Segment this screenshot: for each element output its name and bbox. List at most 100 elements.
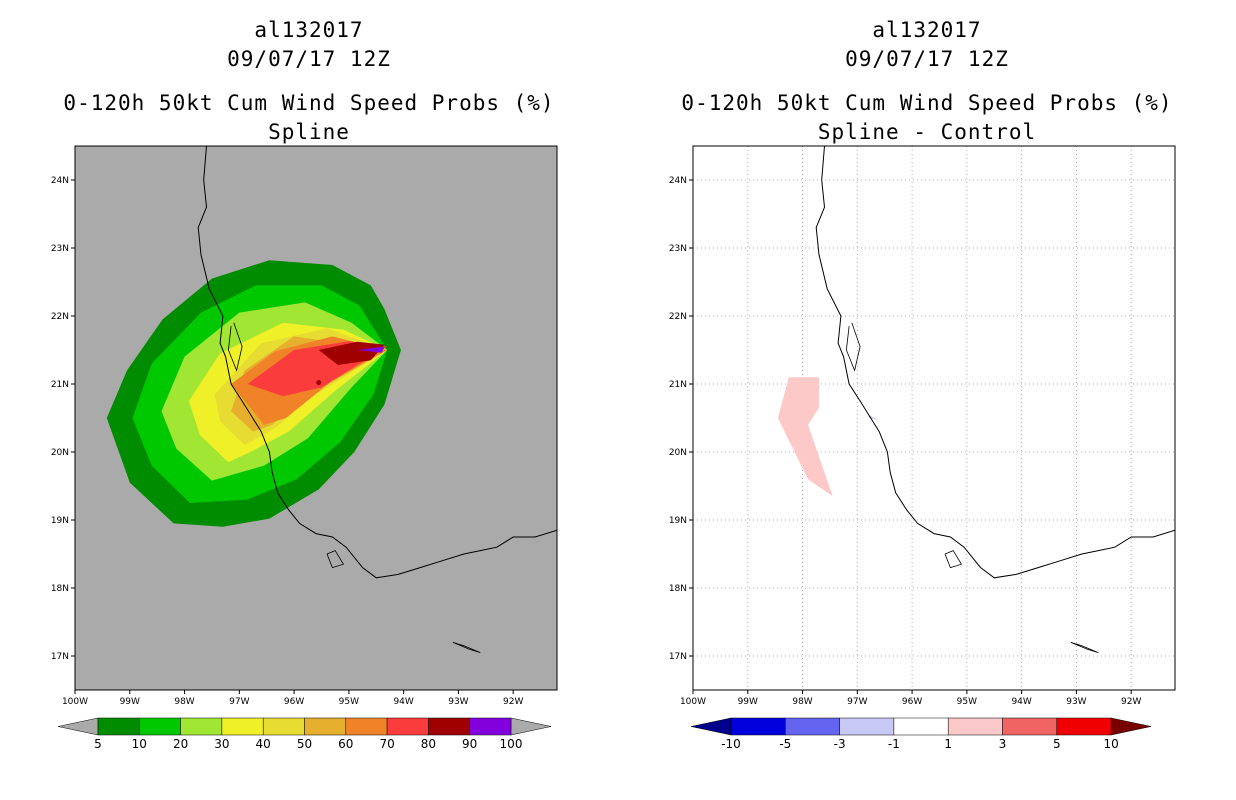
colorbar-right-arrow [1110,717,1152,736]
colorbar-swatch [345,717,388,736]
colorbar-label: 60 [338,737,353,751]
plot-frame [692,145,1176,691]
lagoon-outline [845,322,861,372]
map-panel-2: 100W 99W 98W 97W 96W 95W 94W 93W 92W 17N 18N 19N 20N… [669,145,1176,751]
y-tick-label: 22N [51,312,69,322]
colorbar-swatch [730,717,786,736]
colorbar: -10 -5 -3 -1 1 3 5 10 [690,717,1152,751]
colorbar-swatch [785,717,840,736]
lake-outline [1070,642,1099,653]
lagoon-outline [227,322,243,372]
y-tick-label: 21N [51,380,69,390]
y-tick-label: 22N [669,312,687,322]
colorbar-label: 90 [462,737,477,751]
plot-frame [74,145,558,691]
colorbar-swatch [304,717,347,736]
y-tick-label: 20N [51,448,69,458]
colorbar-right-arrow [510,717,552,736]
contour-1 [777,377,833,497]
colorbar-label: 30 [214,737,229,751]
colorbar-label: 100 [500,737,523,751]
colorbar-label: 5 [94,737,102,751]
x-tick-label: 94W [1011,697,1031,707]
x-tick-label: 100W [680,697,706,707]
y-tick-label: 23N [51,244,69,254]
colorbar-label: 70 [379,737,394,751]
colorbar-label: 3 [999,737,1007,751]
y-tick-label: 24N [669,176,687,186]
colorbar-swatch [839,717,895,736]
y-tick-label: 24N [51,176,69,186]
product-title: 0-120h 50kt Cum Wind Speed Probs (%) [63,91,555,115]
y-tick-label: 21N [669,380,687,390]
colorbar-label: 1 [944,737,952,751]
x-tick-label: 99W [120,697,140,707]
colorbar-left-arrow [57,717,99,736]
colorbar-swatch [221,717,264,736]
lake-outline [452,642,481,653]
contour-90 [357,346,385,353]
x-tick-label: 96W [284,697,304,707]
colorbar-left-arrow [690,717,732,736]
colorbar-label: 80 [421,737,436,751]
colorbar-label: 10 [132,737,147,751]
y-tick-label: 17N [669,652,687,662]
colorbar-label: -5 [779,737,791,751]
x-tick-label: 100W [62,697,88,707]
colorbar-swatch [428,717,470,736]
lake-outline [326,550,345,569]
x-tick-label: 98W [174,697,194,707]
x-tick-label: 99W [738,697,758,707]
x-tick-label: 94W [393,697,413,707]
contour-80 [318,341,385,365]
x-tick-label: 92W [503,697,523,707]
x-tick-label: 96W [902,697,922,707]
plot-area [106,146,557,653]
colorbar-swatch [1002,717,1058,736]
colorbar-label: 10 [1103,737,1118,751]
y-tick-label: 18N [51,584,69,594]
x-tick-label: 97W [229,697,249,707]
colorbar-swatch [469,717,512,736]
contour--1 [868,414,879,420]
storm-id: al132017 [872,18,982,42]
storm-id: al132017 [254,18,364,42]
colorbar-swatch [262,717,305,736]
lake-outline [944,550,963,569]
x-tick-label: 93W [448,697,468,707]
y-tick-label: 19N [669,516,687,526]
colorbar-label: 20 [173,737,188,751]
colorbar-label: 40 [256,737,271,751]
colorbar-swatch [386,717,429,736]
colorbar-label: 50 [297,737,312,751]
y-tick-label: 18N [669,584,687,594]
contour-spot [316,380,322,386]
x-tick-label: 97W [847,697,867,707]
colorbar: 5 10 20 30 40 50 60 70 80 90 100 [57,717,552,751]
x-tick-label: 92W [1121,697,1141,707]
y-tick-label: 20N [669,448,687,458]
plot-background [693,146,1175,690]
colorbar-swatch [139,717,181,736]
coastline [197,146,557,579]
colorbar-swatch [97,717,140,736]
product-title: 0-120h 50kt Cum Wind Speed Probs (%) [681,91,1173,115]
x-tick-label: 98W [792,697,812,707]
colorbar-label: -3 [834,737,846,751]
colorbar-swatch [180,717,223,736]
panel-subtitle: Spline [268,120,350,144]
datetime: 09/07/17 12Z [845,47,1009,71]
colorbar-label: -1 [888,737,900,751]
x-tick-label: 93W [1066,697,1086,707]
x-tick-label: 95W [339,697,359,707]
plot-area [693,146,1175,690]
map-panel-1: 100W 99W 98W 97W 96W 95W 94W 93W 92W 17N 18N 19N 20N… [51,145,558,751]
colorbar-swatch [1056,717,1112,736]
colorbar-label: -10 [721,737,741,751]
y-tick-label: 19N [51,516,69,526]
x-tick-label: 95W [957,697,977,707]
y-tick-label: 17N [51,652,69,662]
panel-subtitle: Spline - Control [817,120,1037,144]
colorbar-label: 5 [1053,737,1061,751]
